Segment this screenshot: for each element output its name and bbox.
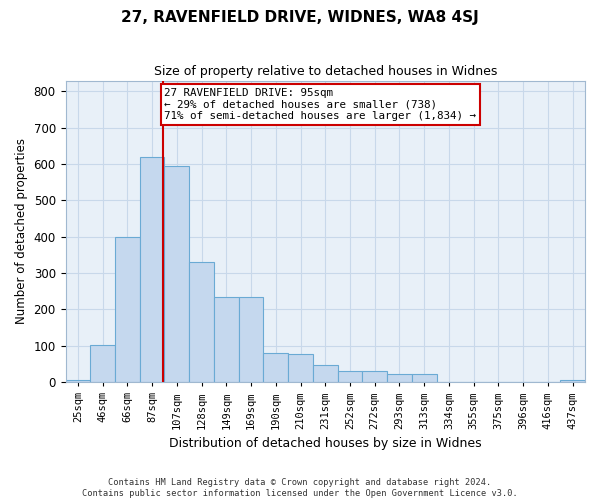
Bar xyxy=(412,374,437,382)
Bar xyxy=(560,380,585,382)
Text: 27, RAVENFIELD DRIVE, WIDNES, WA8 4SJ: 27, RAVENFIELD DRIVE, WIDNES, WA8 4SJ xyxy=(121,10,479,25)
Bar xyxy=(214,297,239,382)
Bar xyxy=(189,262,214,382)
Bar xyxy=(140,157,164,382)
Bar xyxy=(338,371,362,382)
Text: Contains HM Land Registry data © Crown copyright and database right 2024.
Contai: Contains HM Land Registry data © Crown c… xyxy=(82,478,518,498)
Bar xyxy=(313,364,338,382)
Bar xyxy=(115,237,140,382)
Bar xyxy=(362,371,387,382)
X-axis label: Distribution of detached houses by size in Widnes: Distribution of detached houses by size … xyxy=(169,437,482,450)
Text: 27 RAVENFIELD DRIVE: 95sqm
← 29% of detached houses are smaller (738)
71% of sem: 27 RAVENFIELD DRIVE: 95sqm ← 29% of deta… xyxy=(164,88,476,121)
Bar xyxy=(263,353,288,382)
Bar xyxy=(65,380,90,382)
Bar xyxy=(90,344,115,382)
Bar xyxy=(239,297,263,382)
Bar xyxy=(288,354,313,382)
Bar xyxy=(164,166,189,382)
Bar xyxy=(387,374,412,382)
Y-axis label: Number of detached properties: Number of detached properties xyxy=(15,138,28,324)
Title: Size of property relative to detached houses in Widnes: Size of property relative to detached ho… xyxy=(154,65,497,78)
